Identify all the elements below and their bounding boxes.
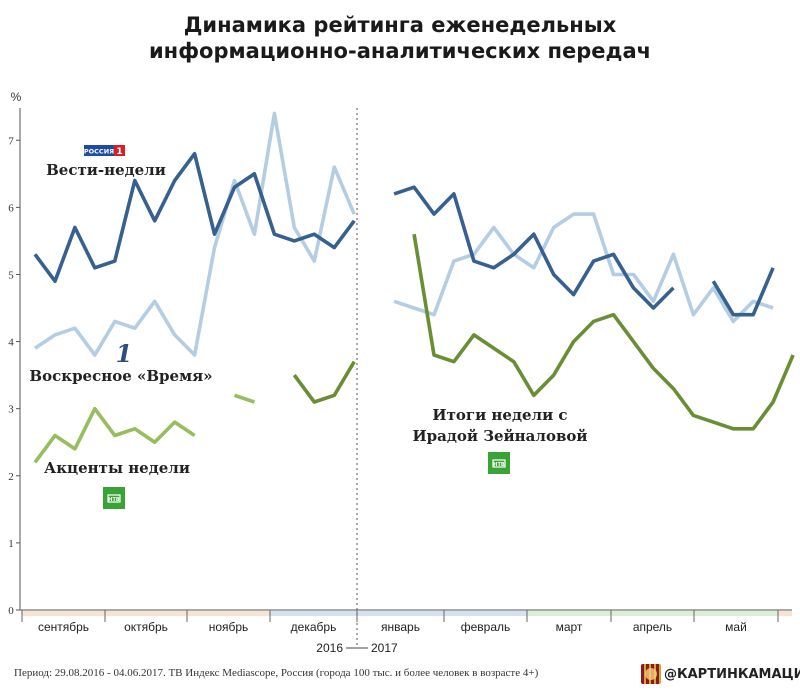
month-band	[527, 611, 611, 616]
y-tick-label: 2	[8, 471, 14, 483]
russia1-logo-number: 1	[116, 147, 122, 157]
axis-layer: % 0 1 2 3 4 5 6 7 сентябрь октябрь ноябрь декабрь янв…	[8, 90, 792, 655]
month-label: май	[725, 620, 747, 634]
series-line	[33, 151, 356, 284]
russia1-logo-red	[114, 145, 125, 156]
y-tick-label: 0	[8, 605, 14, 617]
ntv-logo-icon-2-frame	[492, 459, 506, 468]
series-line	[393, 185, 675, 310]
label-akcenty: Акценты недели	[44, 459, 190, 477]
chart-title-line2: информационно-аналитических передач	[148, 39, 652, 63]
month-label: декабрь	[291, 620, 337, 634]
brand-logo-icon	[641, 664, 661, 684]
month-label: апрель	[633, 620, 672, 634]
month-label: октябрь	[124, 620, 168, 634]
month-label: январь	[381, 620, 420, 634]
y-tick-label: 7	[8, 135, 14, 147]
month-band	[444, 611, 527, 616]
month-label: ноябрь	[209, 620, 249, 634]
ntv-logo-icon-2	[488, 452, 510, 474]
line-chart: % 0 1 2 3 4 5 6 7 сентябрь октябрь ноябрь декабрь янв…	[8, 90, 795, 655]
month-band	[22, 611, 105, 616]
ntv-logo-icon-frame	[107, 494, 121, 503]
series-line	[292, 360, 356, 404]
source-note: Период: 29.08.2016 - 04.06.2017. ТВ Инде…	[14, 667, 539, 679]
y-tick-label: 6	[8, 202, 14, 214]
channel-one-logo-icon: 1	[116, 339, 133, 368]
year-label-2017: 2017	[371, 641, 398, 655]
month-label: март	[556, 620, 583, 634]
series-layer	[33, 111, 795, 464]
label-layer: Вести-недели Воскресное «Время» Акценты не…	[29, 145, 588, 509]
month-band	[187, 611, 270, 616]
series-line	[233, 393, 255, 404]
month-band	[778, 611, 792, 616]
month-band	[270, 611, 357, 616]
month-band	[694, 611, 778, 616]
series-line	[33, 406, 196, 464]
russia1-logo-icon	[84, 145, 114, 156]
brand[interactable]: @КАРТИНКАМАЦИЯ	[641, 664, 800, 684]
y-axis-unit: %	[11, 90, 22, 104]
label-vesti: Вести-недели	[46, 161, 166, 179]
label-vremya: Воскресное «Время»	[29, 367, 212, 385]
y-tick-label: 3	[8, 404, 14, 416]
y-tick-label: 4	[8, 337, 14, 349]
year-label-2016: 2016	[316, 641, 343, 655]
month-label: февраль	[461, 620, 511, 634]
chart-title: Динамика рейтинга еженедельных информаци…	[0, 12, 800, 64]
russia1-logo-text: РОССИЯ	[84, 148, 114, 156]
label-itogi-line1: Итоги недели с	[432, 406, 567, 424]
ntv-logo-icon	[103, 487, 125, 509]
series-line	[393, 212, 774, 324]
ntv-logo-icon-2-text: НТВ	[493, 462, 505, 468]
chart-title-line1: Динамика рейтинга еженедельных	[183, 13, 617, 37]
series-line	[412, 233, 795, 431]
y-tick-label: 5	[8, 269, 14, 281]
month-band	[357, 611, 444, 616]
month-band	[611, 611, 694, 616]
ntv-logo-icon-text: НТВ	[108, 497, 120, 503]
month-label: сентябрь	[38, 620, 89, 634]
label-itogi-line2: Ирадой Зейналовой	[412, 427, 587, 445]
y-tick-label: 1	[8, 538, 14, 550]
month-band	[105, 611, 187, 616]
series-line	[711, 267, 775, 317]
brand-handle: @КАРТИНКАМАЦИЯ	[664, 666, 800, 682]
